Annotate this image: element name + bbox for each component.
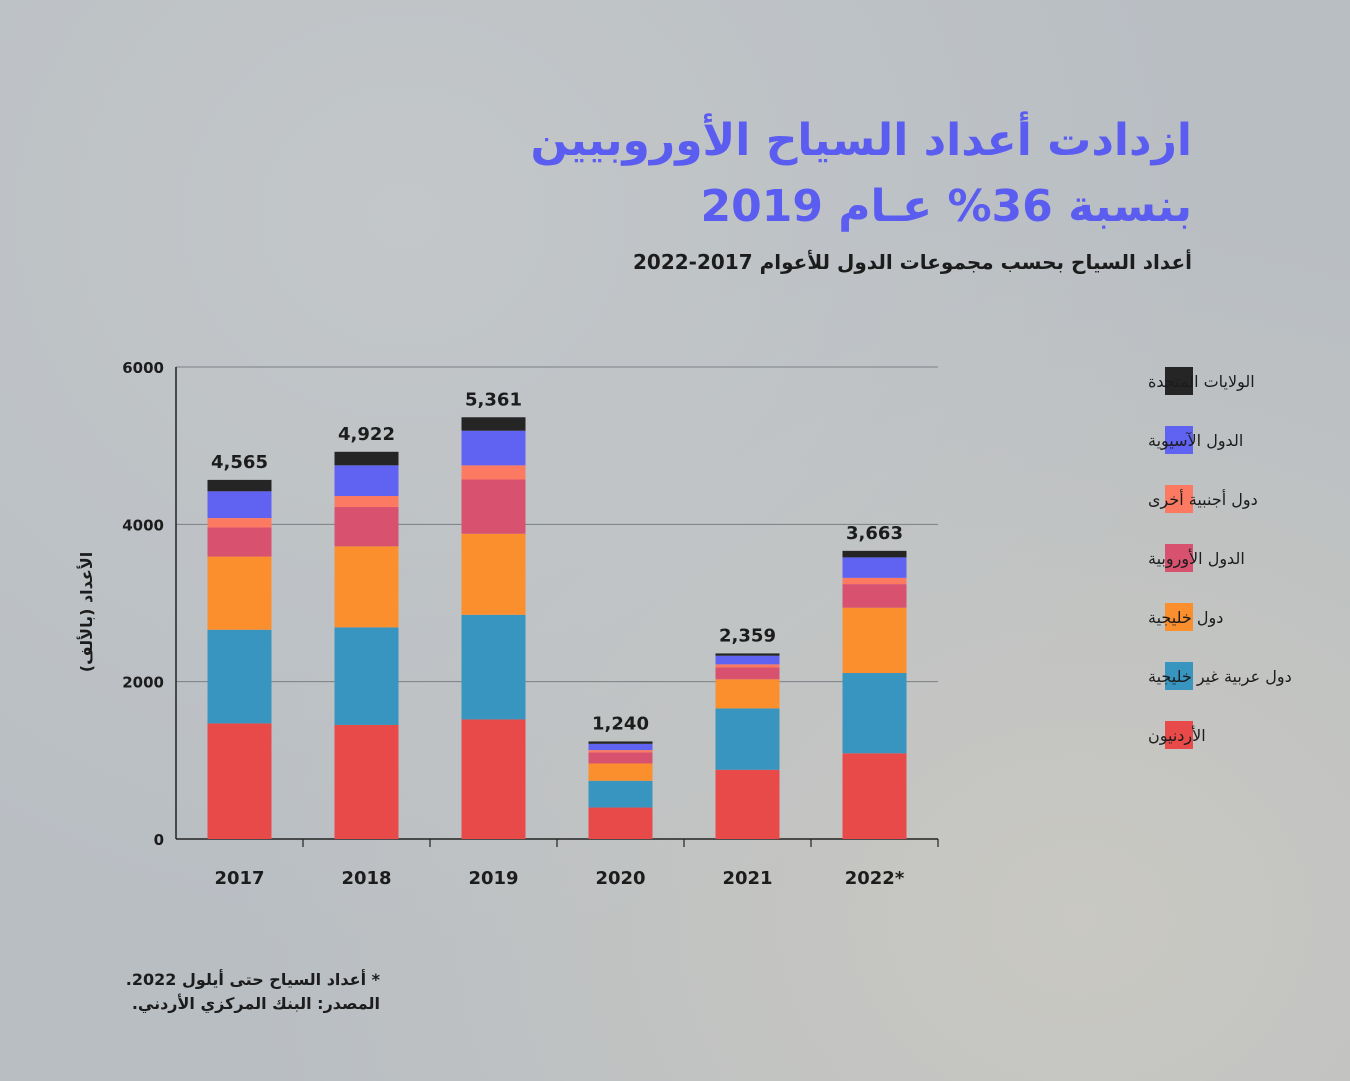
bar-segment	[842, 753, 907, 839]
legend-swatch	[1165, 485, 1193, 513]
bar-segment	[334, 546, 399, 628]
bar-total-label: 4,565	[211, 452, 268, 473]
legend-swatch	[1165, 544, 1193, 572]
bar-total-label: 5,361	[465, 389, 522, 410]
bar-segment	[588, 780, 653, 808]
bar-segment	[715, 667, 780, 680]
bar-segment	[461, 719, 526, 839]
y-tick-label: 0	[154, 831, 164, 849]
bar-segment	[715, 653, 780, 656]
y-tick-label: 4000	[122, 516, 164, 534]
bar-segment	[588, 743, 653, 751]
x-tick-label: 2020	[595, 868, 645, 889]
bar-segment	[207, 518, 272, 528]
legend-swatch	[1165, 721, 1193, 749]
bar-segment	[715, 655, 780, 665]
bar-segment	[207, 491, 272, 519]
bar-segment	[715, 664, 780, 668]
legend-swatch	[1165, 662, 1193, 690]
legend-swatch	[1165, 603, 1193, 631]
footnote-note: * أعداد السياح حتى أيلول 2022.	[125, 970, 380, 989]
bar-segment	[207, 629, 272, 724]
bar-segment	[842, 550, 907, 558]
x-tick-label: 2017	[214, 868, 264, 889]
bar-segment	[588, 763, 653, 781]
bar-segment	[207, 527, 272, 557]
bar-segment	[588, 752, 653, 764]
legend-label: الأردنيون	[1148, 725, 1206, 746]
x-tick-label: 2018	[341, 868, 391, 889]
legend-label: الدول الآسيوية	[1148, 431, 1243, 451]
bar-segment	[207, 723, 272, 839]
bar-segment	[334, 507, 399, 547]
bar-segment	[334, 496, 399, 508]
bar-segment	[461, 479, 526, 534]
x-tick-label: 2019	[468, 868, 518, 889]
bar-segment	[207, 479, 272, 492]
footnote-source: المصدر: البنك المركزي الأردني.	[131, 994, 380, 1013]
bar-segment	[334, 627, 399, 725]
x-tick-label: 2022*	[845, 868, 905, 889]
bar-segment	[461, 430, 526, 466]
bar-segment	[715, 679, 780, 709]
title-line-1: ازدادت أعداد السياح الأوروبيين	[530, 115, 1192, 166]
bar-segment	[461, 533, 526, 615]
legend-label: دول خليجية	[1148, 608, 1223, 628]
bar-segment	[842, 557, 907, 578]
bar-segment	[715, 769, 780, 839]
bar-segment	[334, 724, 399, 839]
chart-subtitle: أعداد السياح بحسب مجموعات الدول للأعوام …	[632, 250, 1192, 274]
legend-label: الدول الأوروبية	[1148, 548, 1245, 569]
bar-segment	[588, 741, 653, 744]
bar-segment	[334, 465, 399, 497]
bar-segment	[207, 556, 272, 630]
bar-segment	[842, 584, 907, 608]
y-axis-label: الأعداد (بالألف)	[77, 552, 96, 672]
bar-segment	[842, 673, 907, 754]
bar-segment	[334, 451, 399, 466]
bar-total-label: 4,922	[338, 424, 395, 445]
legend-label: دول عربية غير خليجية	[1148, 667, 1292, 687]
legend-label: دول أجنبية أخرى	[1148, 489, 1258, 510]
legend-swatch	[1165, 426, 1193, 454]
bar-segment	[461, 465, 526, 480]
y-tick-label: 6000	[122, 359, 164, 377]
x-tick-label: 2021	[722, 868, 772, 889]
legend-label: الولايات المتحدة	[1148, 372, 1255, 392]
title-line-2: بنسبة 36% عـام 2019	[700, 181, 1192, 232]
bar-segment	[588, 807, 653, 839]
bar-segment	[842, 607, 907, 674]
bar-total-label: 2,359	[719, 625, 776, 646]
bar-total-label: 1,240	[592, 713, 649, 734]
legend-swatch	[1165, 367, 1193, 395]
bar-segment	[461, 614, 526, 720]
bar-segment	[715, 708, 780, 770]
bar-segment	[588, 750, 653, 753]
footnote: * أعداد السياح حتى أيلول 2022. المصدر: ا…	[80, 968, 380, 1016]
bar-total-label: 3,663	[846, 523, 903, 544]
y-tick-label: 2000	[122, 674, 164, 692]
bar-segment	[842, 577, 907, 585]
bar-segment	[461, 417, 526, 431]
chart-title: ازدادت أعداد السياح الأوروبيين بنسبة 36%…	[292, 108, 1192, 240]
